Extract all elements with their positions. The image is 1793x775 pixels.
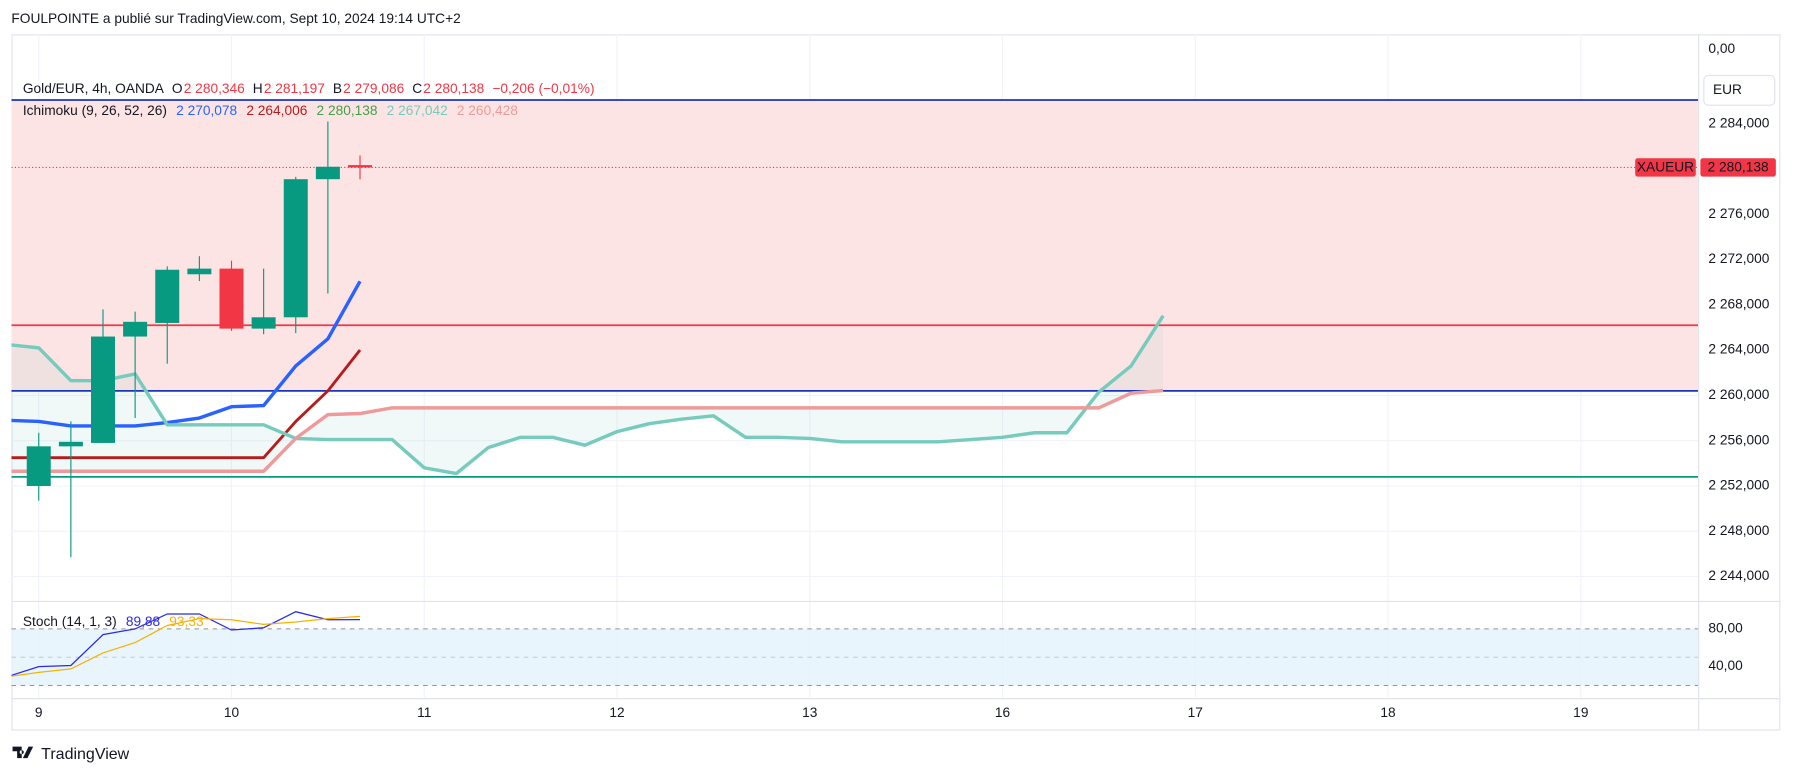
- candle-body: [26, 446, 51, 486]
- ichimoku-cloud: [11, 315, 1164, 474]
- header-text: FOULPOINTE a publié sur TradingView.com,…: [11, 11, 460, 26]
- candle-body: [348, 165, 373, 168]
- candle-body: [251, 317, 276, 329]
- x-tick-label: 18: [1380, 705, 1396, 720]
- indicator-value: 2 264,006: [246, 103, 307, 118]
- ohlc-key: B: [333, 81, 342, 96]
- y-tick-label: 2 248,000: [1708, 523, 1769, 538]
- indicator-value: 2 267,042: [387, 103, 448, 118]
- ohlc-key: O: [172, 81, 183, 96]
- x-tick-label: 16: [995, 705, 1011, 720]
- symbol-tag: [1635, 158, 1696, 177]
- x-tick-label: 12: [609, 705, 624, 720]
- brand-logo: TradingView: [12, 746, 130, 763]
- ohlc-value: 2 279,086: [343, 81, 404, 96]
- stoch-value: 93,33: [169, 614, 204, 629]
- indicator-name: Ichimoku (9, 26, 52, 26): [23, 103, 167, 118]
- currency-label: EUR: [1713, 82, 1742, 97]
- candle-body: [123, 321, 148, 337]
- price-tag: [1700, 158, 1776, 177]
- x-tick-label: 11: [417, 705, 431, 720]
- overlay-layer: 9 10 11 12 13 16 17 18 19 2 244,000 2 248,000 2 252…: [23, 41, 1776, 720]
- candle-body: [155, 269, 180, 323]
- ichimoku-line: [11, 349, 362, 460]
- y-tick-label: 2 260,000: [1708, 387, 1769, 402]
- stoch-y-tick-label: 80,00: [1708, 621, 1743, 636]
- candle-body: [90, 336, 116, 443]
- y-tick-label: 2 268,000: [1708, 296, 1769, 311]
- y-tick-label: 2 264,000: [1708, 342, 1769, 357]
- candle-body: [283, 179, 308, 318]
- x-tick-label: 17: [1188, 705, 1203, 720]
- change-value: −0,206 (−0,01%): [492, 81, 594, 96]
- ichimoku-line: [11, 388, 1164, 473]
- indicator-value: 2 260,428: [457, 103, 518, 118]
- price-tag-label: 2 280,138: [1708, 160, 1769, 175]
- stoch-pane: [11, 611, 1699, 686]
- ohlc-value: 2 280,138: [423, 81, 484, 96]
- x-tick-label: 10: [224, 705, 240, 720]
- scale-top-label: 0,00: [1708, 41, 1735, 56]
- x-tick-label: 9: [35, 705, 43, 720]
- y-tick-label: 2 244,000: [1708, 568, 1769, 583]
- y-tick-label: 2 256,000: [1708, 432, 1769, 447]
- candle-body: [58, 441, 83, 447]
- ohlc-value: 2 281,197: [264, 81, 325, 96]
- price-zone: [11, 99, 1699, 391]
- symbol-legend: Gold/EUR, 4h, OANDA O2 280,346 H2 281,197 B…: [23, 81, 595, 96]
- indicator-value: 2 280,138: [317, 103, 378, 118]
- symbol-name: Gold/EUR, 4h, OANDA: [23, 81, 165, 96]
- symbol-tag-label: XAUEUR: [1637, 160, 1694, 175]
- y-tick-label: 2 272,000: [1708, 251, 1769, 266]
- brand-name: TradingView: [41, 746, 129, 763]
- ichimoku-line: [11, 314, 1165, 476]
- stoch-line: [11, 611, 361, 677]
- stoch-name: Stoch (14, 1, 3): [23, 614, 117, 629]
- ohlc-value: 2 280,346: [184, 81, 245, 96]
- x-tick-label: 19: [1573, 705, 1588, 720]
- y-tick-label: 2 276,000: [1708, 206, 1769, 221]
- stoch-y-tick-label: 40,00: [1708, 658, 1743, 673]
- ichimoku-line: [11, 280, 362, 428]
- ohlc-key: C: [412, 81, 422, 96]
- candle-body: [315, 166, 340, 180]
- stoch-line: [11, 615, 361, 677]
- indicator-value: 2 270,078: [176, 103, 237, 118]
- candle-body: [187, 268, 212, 275]
- main-pane: [11, 99, 1699, 558]
- stoch-value: 89,88: [126, 614, 161, 629]
- logo-glyph: [12, 746, 34, 759]
- currency-button[interactable]: [1703, 74, 1776, 106]
- y-tick-label: 2 252,000: [1708, 478, 1769, 493]
- y-tick-label: 2 284,000: [1708, 115, 1769, 130]
- candle-body: [219, 268, 244, 329]
- stoch-legend: Stoch (14, 1, 3) 89,88 93,33: [23, 614, 204, 629]
- ohlc-key: H: [253, 81, 263, 96]
- indicator-legend: Ichimoku (9, 26, 52, 26) 2 270,078 2 264,0…: [23, 103, 518, 118]
- stoch-band: [11, 628, 1699, 686]
- x-tick-label: 13: [802, 705, 818, 720]
